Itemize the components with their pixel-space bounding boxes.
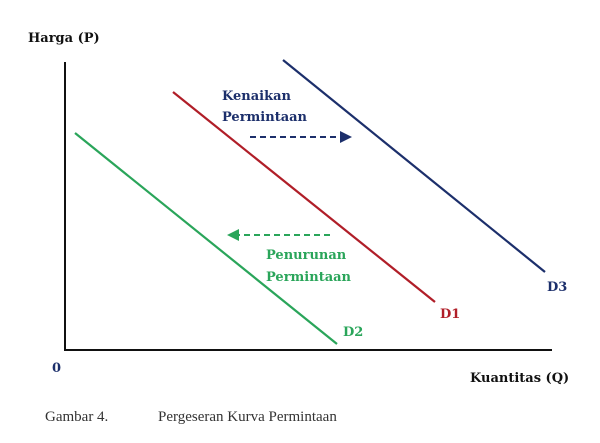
annotation: Penurunan — [266, 248, 347, 263]
y-axis-label: Harga (P) — [28, 31, 100, 46]
annotation: Permintaan — [266, 270, 352, 285]
curve-d3 — [282, 59, 546, 273]
caption-number: Gambar 4. — [45, 409, 108, 425]
origin-label: 0 — [52, 361, 61, 376]
curve-d1 — [172, 91, 436, 303]
caption-text: Pergeseran Kurva Permintaan — [158, 409, 337, 425]
curve-label: D1 — [440, 307, 460, 322]
annotation: Kenaikan — [222, 89, 292, 104]
arrow-head — [227, 229, 239, 241]
arrow-head — [340, 131, 352, 143]
annotation: Permintaan — [222, 110, 308, 125]
x-axis-label: Kuantitas (Q) — [470, 371, 569, 386]
curve-label: D2 — [343, 325, 363, 340]
curve-label: D3 — [547, 280, 567, 295]
curve-d2 — [74, 132, 338, 345]
